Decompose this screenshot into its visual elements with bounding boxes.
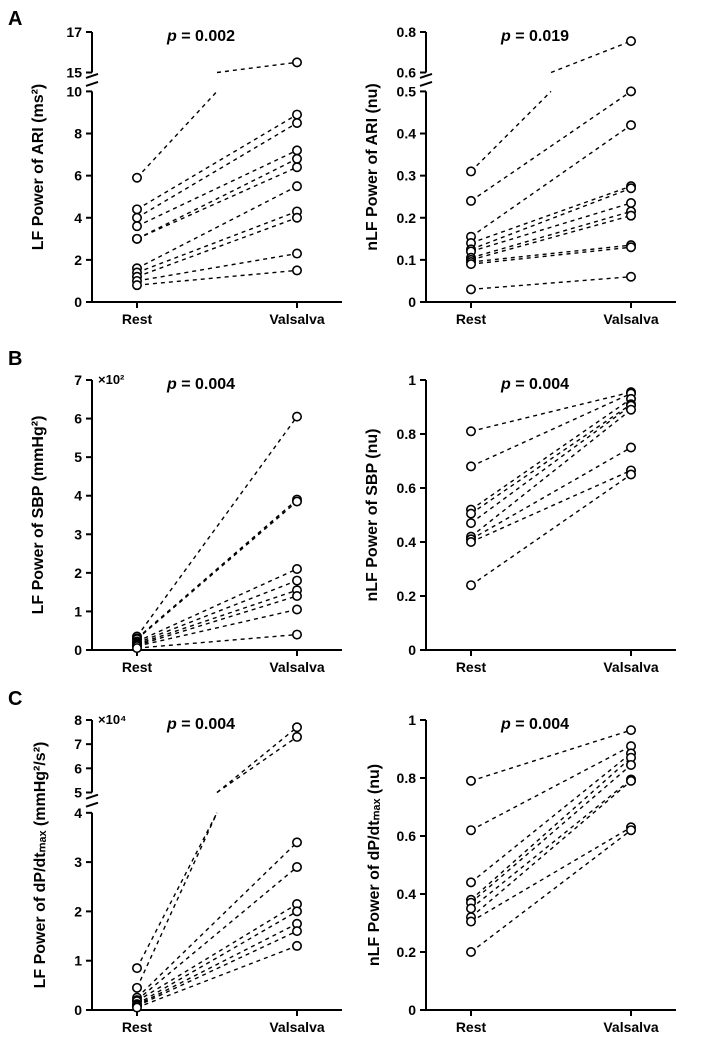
pvalue-C_left: p = 0.004: [167, 716, 235, 734]
svg-text:7: 7: [74, 736, 82, 752]
svg-text:0.4: 0.4: [397, 534, 417, 550]
ylabel-A_right: nLF Power of ARI (nu): [364, 32, 382, 302]
panel-A_right: 0 0.1 0.2 0.3 0.4 0.5 0.6 0.8 Rest Valsalva: [380, 24, 690, 344]
svg-text:0: 0: [74, 642, 82, 658]
svg-text:6: 6: [74, 760, 82, 776]
pvalue-C_right: p = 0.004: [501, 716, 569, 734]
svg-text:10: 10: [66, 83, 82, 99]
panel-B_left: 0 1 2 3 4 5 6 7 Rest Valsalva ×10²: [46, 372, 356, 692]
svg-text:5: 5: [74, 785, 82, 801]
svg-text:8: 8: [74, 712, 82, 728]
svg-text:0: 0: [74, 294, 82, 310]
ylabel-B_left: LF Power of SBP (mmHg²): [30, 380, 48, 650]
svg-text:0.8: 0.8: [397, 24, 417, 40]
svg-text:0.6: 0.6: [397, 828, 417, 844]
ylabel-B_right: nLF Power of SBP (nu): [364, 380, 382, 650]
pvalue-B_right: p = 0.004: [501, 376, 569, 394]
svg-text:1: 1: [408, 372, 416, 388]
svg-text:0.2: 0.2: [397, 588, 417, 604]
ylabel-A_left: LF Power of ARI (ms²): [30, 32, 48, 302]
svg-text:0: 0: [408, 294, 416, 310]
svg-text:0.5: 0.5: [397, 83, 417, 99]
svg-text:Rest: Rest: [122, 1019, 153, 1035]
svg-text:3: 3: [74, 526, 82, 542]
svg-text:0.8: 0.8: [397, 426, 417, 442]
panel-label-b: B: [8, 348, 22, 371]
svg-text:0.4: 0.4: [397, 126, 417, 142]
svg-text:Rest: Rest: [122, 311, 153, 327]
panel-C_left: 0 1 2 3 4 5 6 7 8 Rest Valsalva ×10⁴: [46, 712, 356, 1052]
svg-text:0.1: 0.1: [397, 252, 417, 268]
pvalue-A_right: p = 0.019: [501, 28, 569, 46]
svg-text:0.2: 0.2: [397, 944, 417, 960]
svg-text:Rest: Rest: [122, 659, 153, 675]
svg-text:17: 17: [66, 24, 82, 40]
ylabel-C_right: nLF Power of dP/dtₘₐₓ (nu): [364, 720, 384, 1010]
svg-text:0: 0: [408, 642, 416, 658]
svg-text:3: 3: [74, 854, 82, 870]
panel-B_right: 0 0.2 0.4 0.6 0.8 1 Rest Valsalva: [380, 372, 690, 692]
svg-text:4: 4: [74, 210, 82, 226]
svg-text:Rest: Rest: [456, 659, 487, 675]
svg-text:0.6: 0.6: [397, 480, 417, 496]
svg-text:Valsalva: Valsalva: [603, 659, 658, 675]
svg-text:0.3: 0.3: [397, 168, 417, 184]
svg-text:7: 7: [74, 372, 82, 388]
svg-text:Valsalva: Valsalva: [269, 311, 324, 327]
panel-label-a: A: [8, 8, 22, 31]
svg-text:0.2: 0.2: [397, 210, 417, 226]
svg-text:Valsalva: Valsalva: [603, 1019, 658, 1035]
pvalue-B_left: p = 0.004: [167, 376, 235, 394]
svg-text:×10²: ×10²: [98, 372, 125, 387]
svg-text:6: 6: [74, 411, 82, 427]
svg-text:0.4: 0.4: [397, 886, 417, 902]
panel-A_left: 0 2 4 6 8 10 15 17 Rest Valsalva: [46, 24, 356, 344]
svg-text:×10⁴: ×10⁴: [98, 712, 126, 727]
figure-root: A B C 02468101517RestValsalva00.10.20.30…: [0, 0, 714, 1044]
svg-text:Valsalva: Valsalva: [269, 659, 324, 675]
ylabel-C_left: LF Power of dP/dtₘₐₓ (mmHg²/s²): [30, 720, 50, 1010]
svg-text:5: 5: [74, 449, 82, 465]
svg-text:Valsalva: Valsalva: [603, 311, 658, 327]
svg-text:2: 2: [74, 252, 82, 268]
svg-text:Valsalva: Valsalva: [269, 1019, 324, 1035]
svg-text:4: 4: [74, 805, 82, 821]
svg-text:1: 1: [74, 603, 82, 619]
svg-text:0: 0: [408, 1002, 416, 1018]
svg-text:0.6: 0.6: [397, 65, 417, 81]
panel-C_right: 0 0.2 0.4 0.6 0.8 1 Rest Valsalva: [380, 712, 690, 1052]
svg-text:6: 6: [74, 168, 82, 184]
panel-label-c: C: [8, 688, 22, 711]
svg-text:0.8: 0.8: [397, 770, 417, 786]
svg-text:0: 0: [74, 1002, 82, 1018]
svg-text:4: 4: [74, 488, 82, 504]
svg-text:2: 2: [74, 903, 82, 919]
svg-text:Rest: Rest: [456, 1019, 487, 1035]
svg-text:Rest: Rest: [456, 311, 487, 327]
svg-text:2: 2: [74, 565, 82, 581]
pvalue-A_left: p = 0.002: [167, 28, 235, 46]
svg-text:1: 1: [74, 953, 82, 969]
svg-text:1: 1: [408, 712, 416, 728]
svg-text:15: 15: [66, 65, 82, 81]
svg-text:8: 8: [74, 126, 82, 142]
